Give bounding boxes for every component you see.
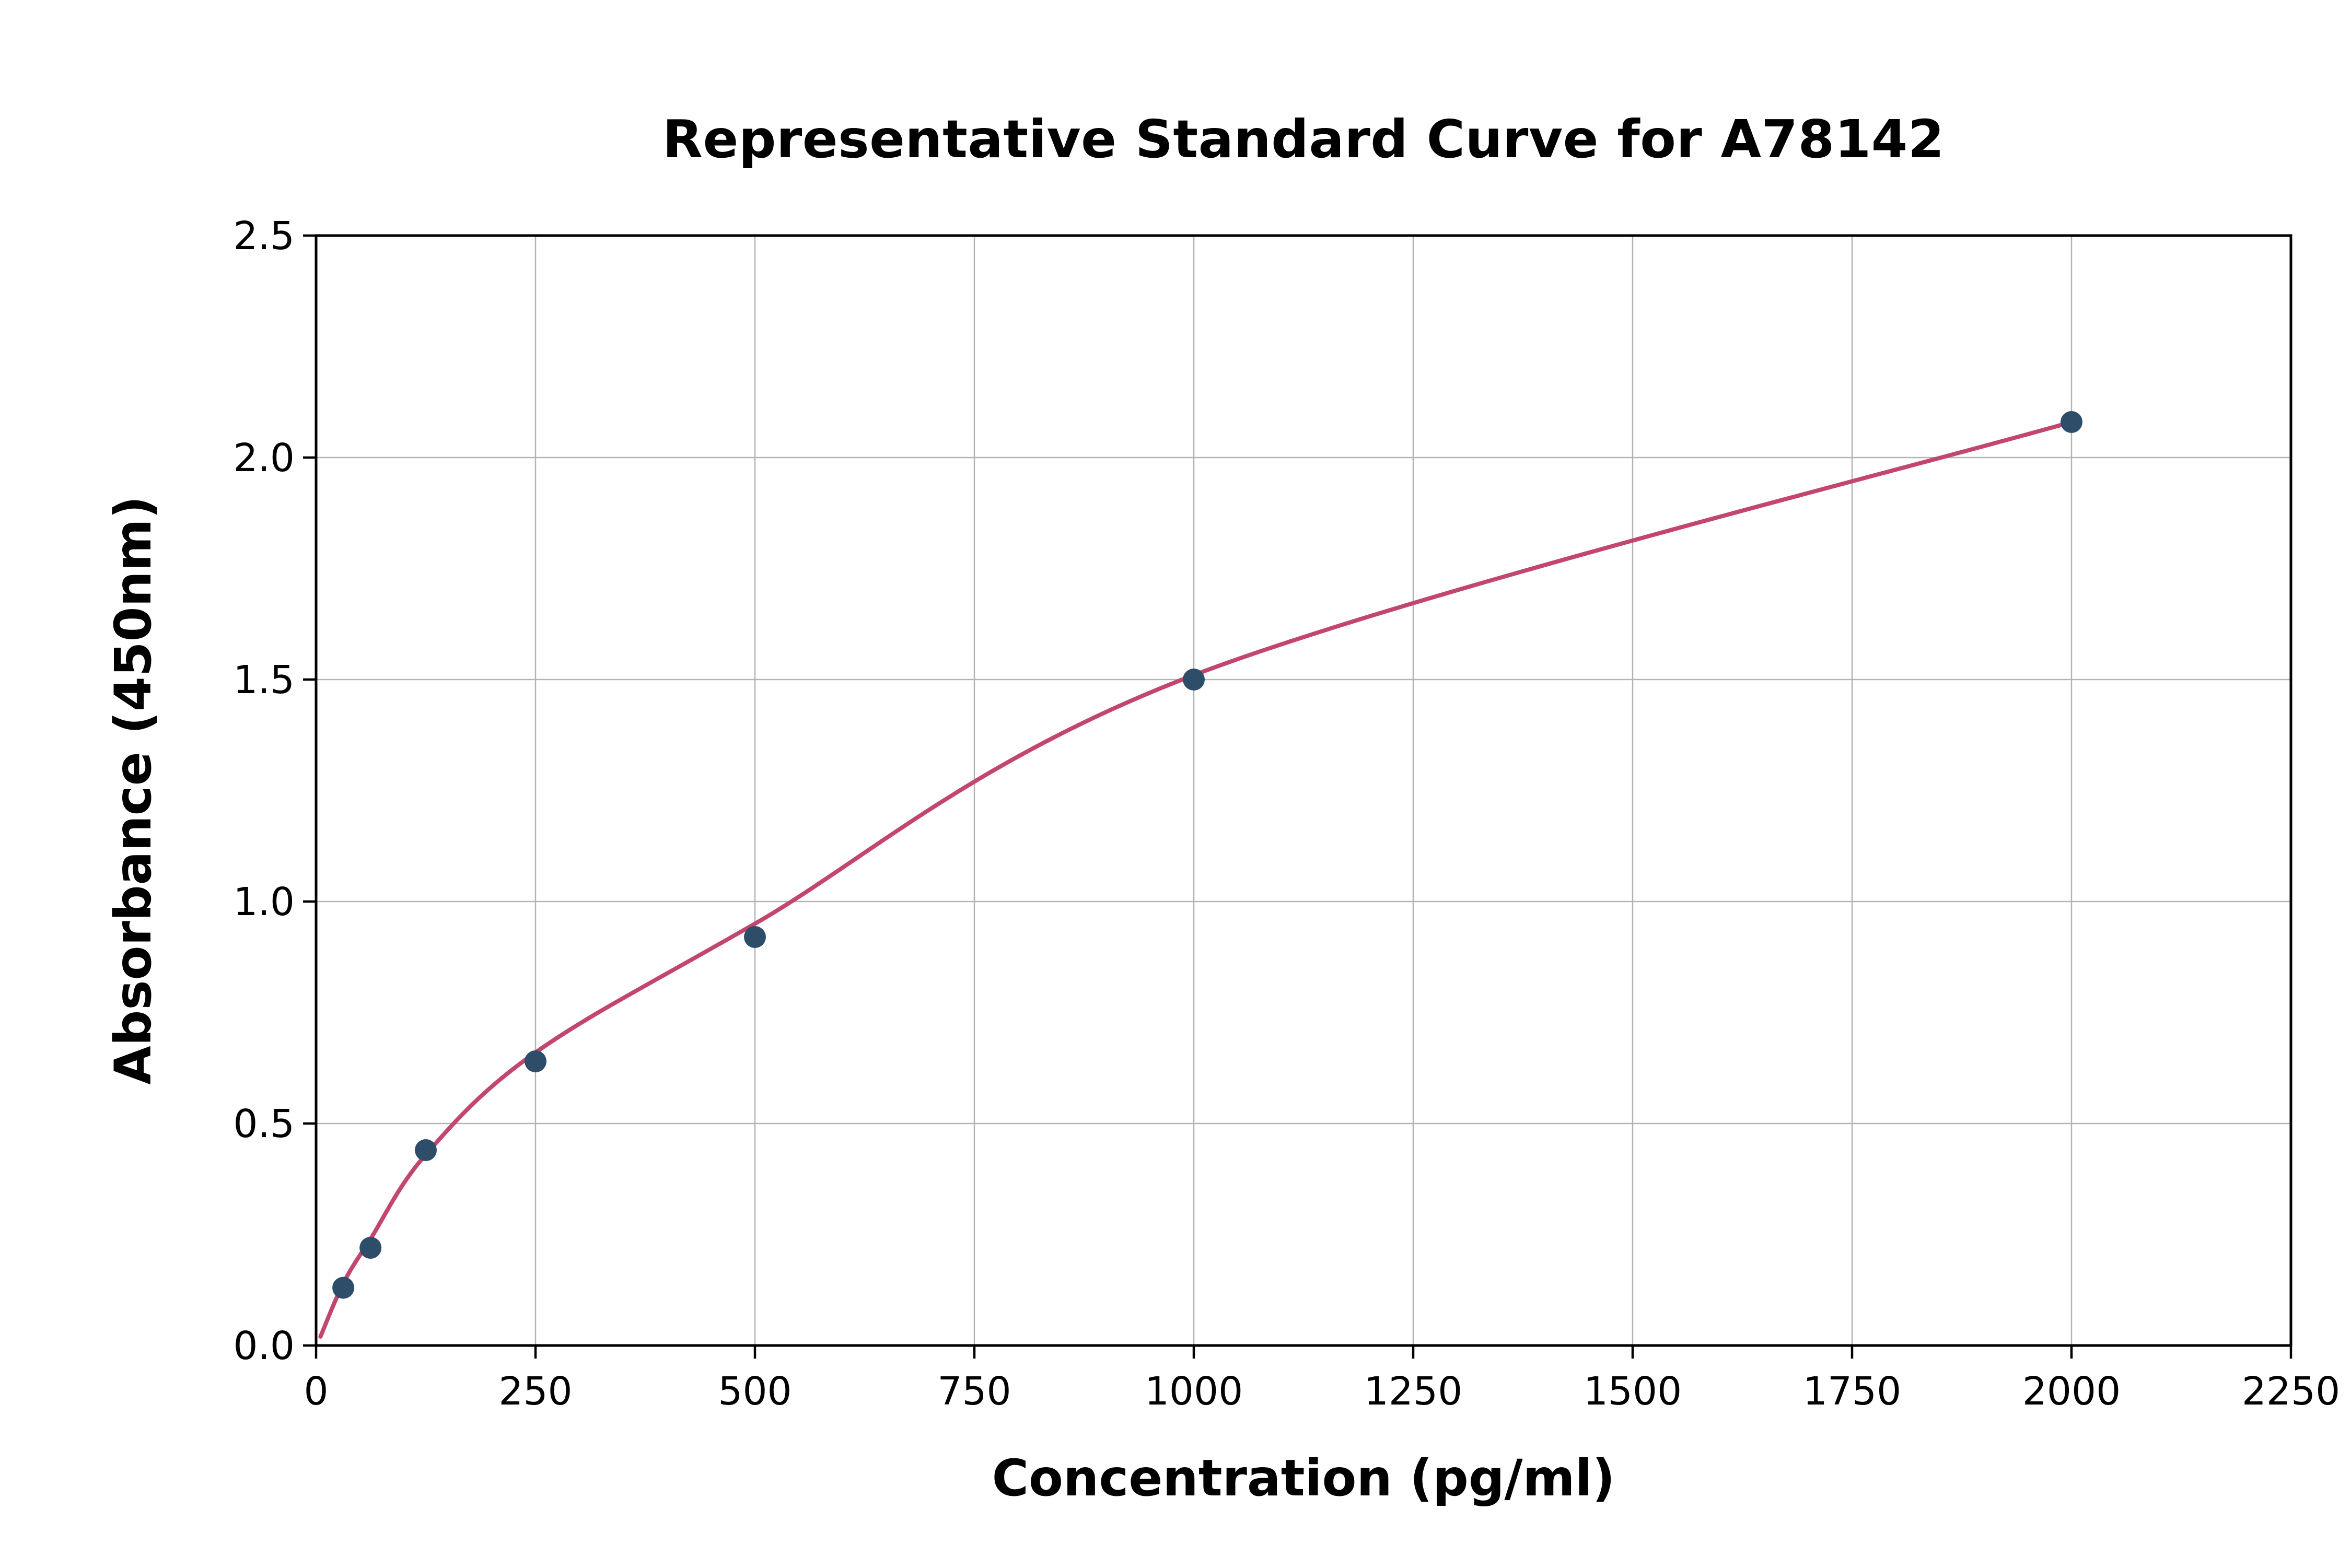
x-tick-label: 1750 xyxy=(1803,1369,1901,1414)
x-tick-label: 750 xyxy=(937,1369,1011,1414)
y-tick-label: 1.5 xyxy=(233,658,295,703)
chart-title: Representative Standard Curve for A78142 xyxy=(662,109,1945,170)
x-tick-label: 1000 xyxy=(1145,1369,1243,1414)
data-point xyxy=(332,1277,355,1299)
x-tick-label: 500 xyxy=(718,1369,792,1414)
x-tick-label: 2250 xyxy=(2242,1369,2340,1414)
plot-border xyxy=(315,234,2292,1347)
data-point xyxy=(2061,411,2082,433)
standard-curve-figure: Representative Standard Curve for A78142… xyxy=(21,8,2351,1560)
x-tick-label: 2000 xyxy=(2022,1369,2121,1414)
data-point xyxy=(415,1139,437,1161)
y-axis-label-text: Absorbance (450nm) xyxy=(104,496,162,1085)
x-tick-label: 0 xyxy=(304,1369,328,1414)
data-point xyxy=(744,926,766,948)
y-tick-label: 2.5 xyxy=(233,214,295,259)
data-point xyxy=(359,1237,382,1259)
y-tick-label: 2.0 xyxy=(233,436,295,481)
x-axis-label: Concentration (pg/ml) xyxy=(992,1449,1615,1507)
y-tick-label: 0.5 xyxy=(233,1102,295,1146)
data-point xyxy=(525,1050,546,1072)
x-tick-label: 250 xyxy=(498,1369,572,1414)
fit-curve xyxy=(318,420,2074,1339)
plot-canvas: 0 250 500 750 1000 1250 1500 1750 2000 2250 0.0 0.5… xyxy=(233,214,2340,1414)
x-tick-label: 1500 xyxy=(1584,1369,1682,1414)
y-tick-label: 0.0 xyxy=(233,1324,295,1368)
y-tick-label: 1.0 xyxy=(233,880,295,925)
data-point xyxy=(1183,669,1205,691)
x-tick-label: 1250 xyxy=(1364,1369,1462,1414)
